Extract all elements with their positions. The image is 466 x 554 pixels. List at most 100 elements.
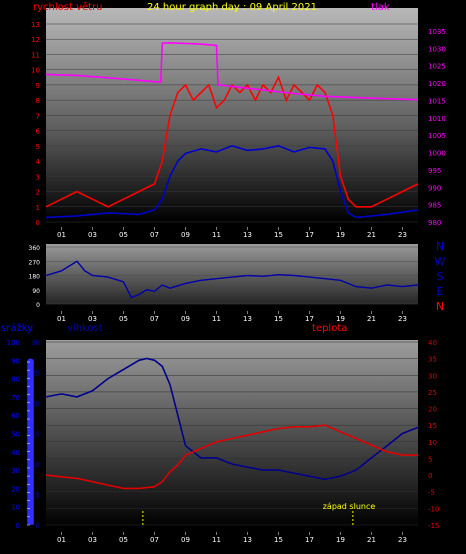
temperature-y-tick-label: -5 [428, 489, 435, 497]
wind-x-tick-label: 07 [150, 231, 159, 239]
rain-y-tick-label: 80 [11, 376, 20, 384]
wind-y-tick-label: 9 [36, 82, 40, 90]
pressure-y-tick-label: 990 [428, 184, 441, 192]
humidity-x-tick-label: 07 [150, 536, 159, 544]
humidity-x-tick-label: 03 [88, 536, 97, 544]
pressure-label: tlak [371, 2, 390, 13]
wind-x-tick-label: 17 [305, 231, 314, 239]
wind-x-tick-label: 03 [88, 231, 97, 239]
wind-y-tick-label: 7 [36, 112, 40, 120]
direction-y-tick-label: 180 [29, 274, 41, 281]
direction-x-tick-label: 21 [367, 315, 376, 323]
chart-marks: 0123456789101112139809859909951000100510… [7, 21, 446, 544]
wind-y-tick-label: 6 [36, 128, 41, 136]
direction-compass-label: W [435, 255, 446, 268]
wind-y-tick-label: 13 [31, 21, 40, 29]
pressure-y-tick-label: 995 [428, 167, 441, 175]
temperature-y-tick-label: 0 [428, 472, 432, 480]
rain-y-tick-label: 70 [11, 394, 20, 402]
wind-x-tick-label: 09 [181, 231, 190, 239]
wind-y-tick-label: 8 [36, 97, 40, 105]
pressure-line [45, 41, 419, 101]
humidity-temperature-plot-area [46, 340, 418, 527]
sunset-label: západ slunce [323, 502, 376, 511]
humidity-y-tick-label: 10 [31, 461, 40, 469]
rain-y-tick-label: 10 [11, 504, 20, 512]
humidity-x-tick-label: 15 [274, 536, 283, 544]
humidity-label: vlhkost [67, 323, 103, 334]
wind-y-tick-label: 11 [31, 51, 40, 59]
temperature-y-tick-label: 35 [428, 356, 437, 364]
wind-average-line [45, 144, 419, 219]
humidity-x-tick-label: 17 [305, 536, 314, 544]
wind-y-tick-label: 2 [36, 189, 40, 197]
direction-y-tick-label: 270 [29, 259, 41, 266]
temperature-y-tick-label: 30 [428, 372, 437, 380]
wind-y-tick-label: 0 [36, 219, 40, 227]
wind-x-tick-label: 05 [119, 231, 128, 239]
wind-x-tick-label: 11 [212, 231, 221, 239]
wind-speed-line [45, 75, 419, 208]
direction-x-tick-label: 09 [181, 315, 190, 323]
humidity-y-tick-label: 15 [31, 431, 40, 439]
humidity-line [45, 357, 419, 481]
rain-y-tick-label: 40 [11, 449, 20, 457]
chart-title: 24 hour graph day : 09 April 2021 [147, 2, 317, 13]
direction-x-tick-label: 13 [243, 315, 252, 323]
direction-compass-label: S [437, 270, 444, 283]
rain-gauge-top [27, 358, 34, 366]
direction-x-tick-label: 23 [398, 315, 407, 323]
pressure-y-tick-label: 985 [428, 202, 441, 210]
rain-y-tick-label: 90 [11, 357, 20, 365]
humidity-x-tick-label: 09 [181, 536, 190, 544]
direction-x-tick-label: 17 [305, 315, 314, 323]
wind-direction-line [45, 260, 419, 299]
wind-x-tick-label: 15 [274, 231, 283, 239]
direction-compass-label: N [436, 300, 444, 313]
wind-x-tick-label: 23 [398, 231, 407, 239]
direction-x-tick-label: 05 [119, 315, 128, 323]
pressure-y-tick-label: 1005 [428, 132, 446, 140]
pressure-y-tick-label: 1025 [428, 63, 446, 71]
wind-x-tick-label: 19 [336, 231, 345, 239]
rain-y-tick-label: 100 [7, 339, 20, 347]
wind-y-tick-label: 4 [36, 158, 41, 166]
humidity-x-tick-label: 05 [119, 536, 128, 544]
pressure-y-tick-label: 980 [428, 219, 441, 227]
rain-y-tick-label: 0 [16, 522, 20, 530]
humidity-temperature-panel [46, 340, 418, 527]
direction-x-tick-label: 15 [274, 315, 283, 323]
humidity-x-tick-label: 11 [212, 536, 221, 544]
temperature-y-tick-label: -10 [428, 505, 439, 513]
humidity-y-tick-label: 0 [36, 522, 40, 530]
wind-direction-plot-area [46, 244, 418, 304]
humidity-x-tick-label: 19 [336, 536, 345, 544]
wind-y-tick-label: 10 [31, 67, 40, 75]
humidity-y-tick-label: 25 [31, 370, 40, 378]
wind-direction-panel [46, 244, 418, 304]
direction-x-tick-label: 01 [57, 315, 66, 323]
temperature-y-tick-label: 40 [428, 339, 437, 347]
wind-y-tick-label: 12 [31, 36, 40, 44]
pressure-y-tick-label: 1010 [428, 115, 446, 123]
humidity-y-tick-label: 5 [36, 492, 40, 500]
humidity-x-tick-label: 13 [243, 536, 252, 544]
pressure-y-tick-label: 1020 [428, 80, 446, 88]
temperature-label: teplota [312, 323, 347, 334]
humidity-x-tick-label: 21 [367, 536, 376, 544]
direction-x-tick-label: 19 [336, 315, 345, 323]
rain-y-tick-label: 30 [11, 467, 20, 475]
temperature-line [45, 424, 418, 490]
wind-x-tick-label: 21 [367, 231, 376, 239]
pressure-y-tick-label: 1015 [428, 97, 446, 105]
wind-x-tick-label: 01 [57, 231, 66, 239]
direction-x-tick-label: 03 [88, 315, 97, 323]
rain-label: srážky [1, 322, 33, 334]
temperature-y-tick-label: 15 [428, 422, 437, 430]
wind-y-tick-label: 1 [36, 204, 40, 212]
humidity-x-tick-label: 23 [398, 536, 407, 544]
temperature-y-tick-label: 25 [428, 389, 437, 397]
wind-pressure-panel [46, 8, 418, 222]
